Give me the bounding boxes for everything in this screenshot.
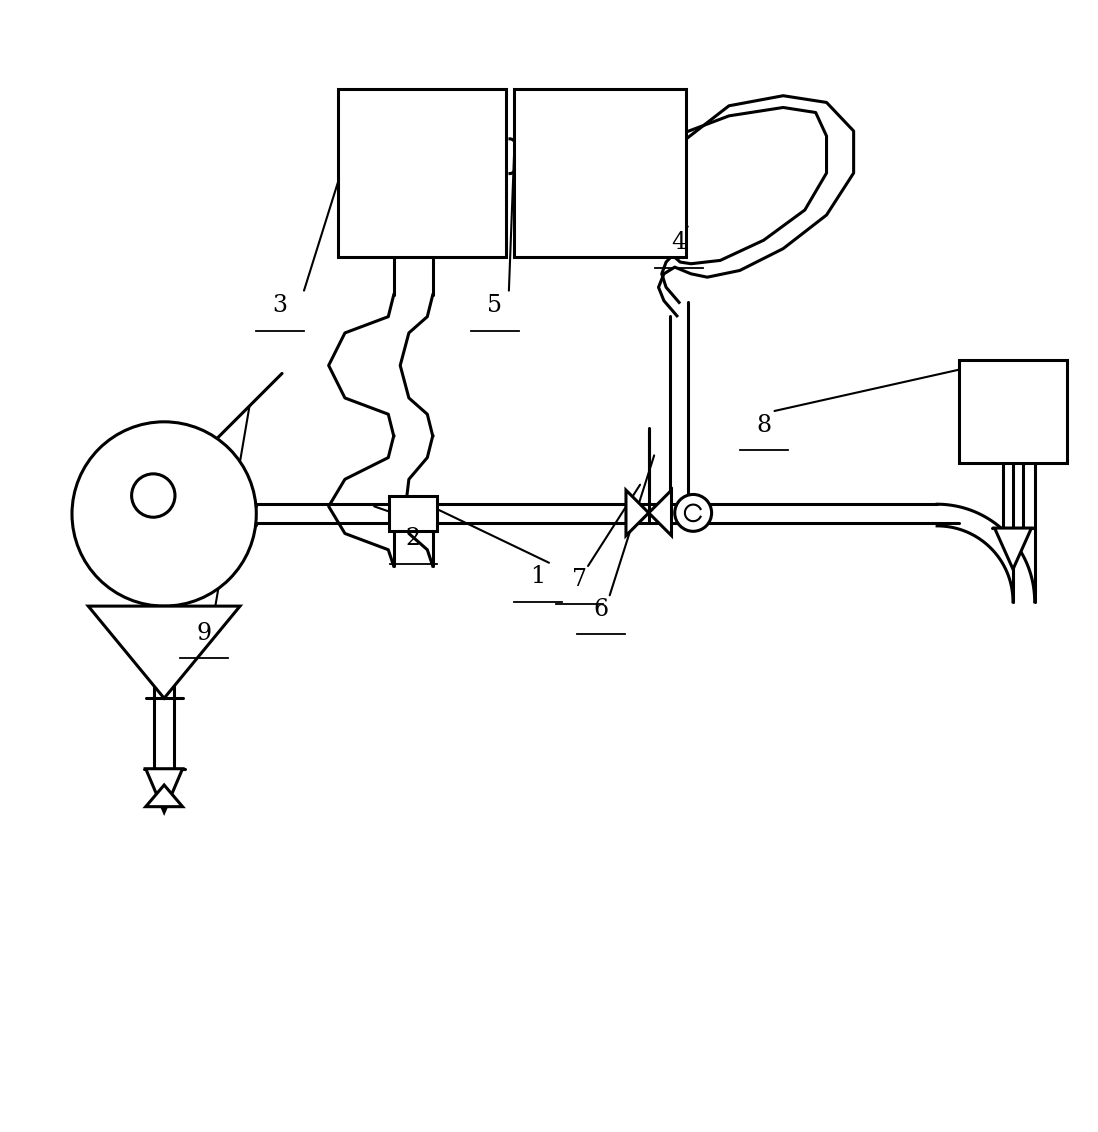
Polygon shape (146, 769, 182, 812)
Text: 4: 4 (672, 231, 686, 255)
Text: 6: 6 (594, 598, 608, 620)
Polygon shape (995, 528, 1031, 569)
Text: 7: 7 (572, 567, 586, 591)
Text: 2: 2 (406, 528, 421, 550)
Circle shape (132, 474, 175, 517)
Polygon shape (649, 490, 672, 535)
Text: 8: 8 (757, 413, 771, 437)
Bar (514, 89, 685, 257)
Bar (337, 89, 506, 257)
Bar (959, 360, 1067, 463)
Text: 9: 9 (197, 621, 212, 645)
Circle shape (72, 422, 256, 606)
Polygon shape (146, 784, 182, 807)
Bar (390, 496, 437, 531)
Text: 1: 1 (530, 565, 546, 589)
Circle shape (675, 495, 712, 531)
Text: 5: 5 (488, 294, 502, 317)
Polygon shape (88, 606, 240, 698)
Polygon shape (626, 490, 649, 535)
Text: 3: 3 (272, 294, 288, 317)
